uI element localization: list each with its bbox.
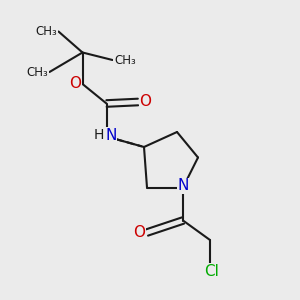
Text: N: N (105, 128, 117, 142)
Text: O: O (140, 94, 152, 110)
Text: Cl: Cl (204, 264, 219, 279)
Text: O: O (69, 76, 81, 92)
Text: CH₃: CH₃ (114, 53, 136, 67)
Text: O: O (134, 225, 146, 240)
Text: H: H (94, 128, 104, 142)
Text: CH₃: CH₃ (26, 65, 48, 79)
Text: CH₃: CH₃ (35, 25, 57, 38)
Text: N: N (177, 178, 189, 194)
